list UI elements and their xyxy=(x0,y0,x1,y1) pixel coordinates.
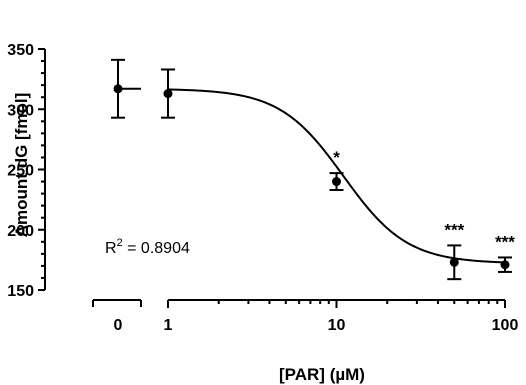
data-point xyxy=(163,89,173,99)
data-points-group xyxy=(111,58,512,281)
data-point xyxy=(449,257,459,267)
y-tick-label: 300 xyxy=(7,102,34,119)
significance-marker: *** xyxy=(495,232,515,251)
significance-marker: * xyxy=(333,148,340,167)
r-squared-annotation: R2 = 0.8904 xyxy=(105,237,190,257)
axes: 150 200 250 300 350 0 1 10 100 xyxy=(7,42,518,334)
y-tick-label: 250 xyxy=(7,163,34,180)
y-axis-title: Amount dG [fmol] xyxy=(12,93,31,237)
x-tick-label: 0 xyxy=(114,317,123,334)
labels-group: ******* xyxy=(333,148,515,251)
fit-curve xyxy=(167,88,506,264)
r-squared-r: R xyxy=(105,240,117,257)
x-tick-label: 10 xyxy=(328,317,346,334)
significance-marker: *** xyxy=(444,220,464,239)
x-tick-label: 1 xyxy=(164,317,173,334)
x-tick-label: 100 xyxy=(492,317,519,334)
y-tick-label: 200 xyxy=(7,223,34,240)
r-squared-value: = 0.8904 xyxy=(123,240,190,257)
r-squared-superscript: 2 xyxy=(117,237,123,249)
data-point xyxy=(332,177,341,187)
y-tick-label: 350 xyxy=(7,42,34,59)
y-tick-label: 150 xyxy=(7,283,34,300)
x-axis-title: [PAR] (µM) xyxy=(279,365,365,384)
data-point xyxy=(113,84,123,94)
data-point xyxy=(500,260,510,270)
